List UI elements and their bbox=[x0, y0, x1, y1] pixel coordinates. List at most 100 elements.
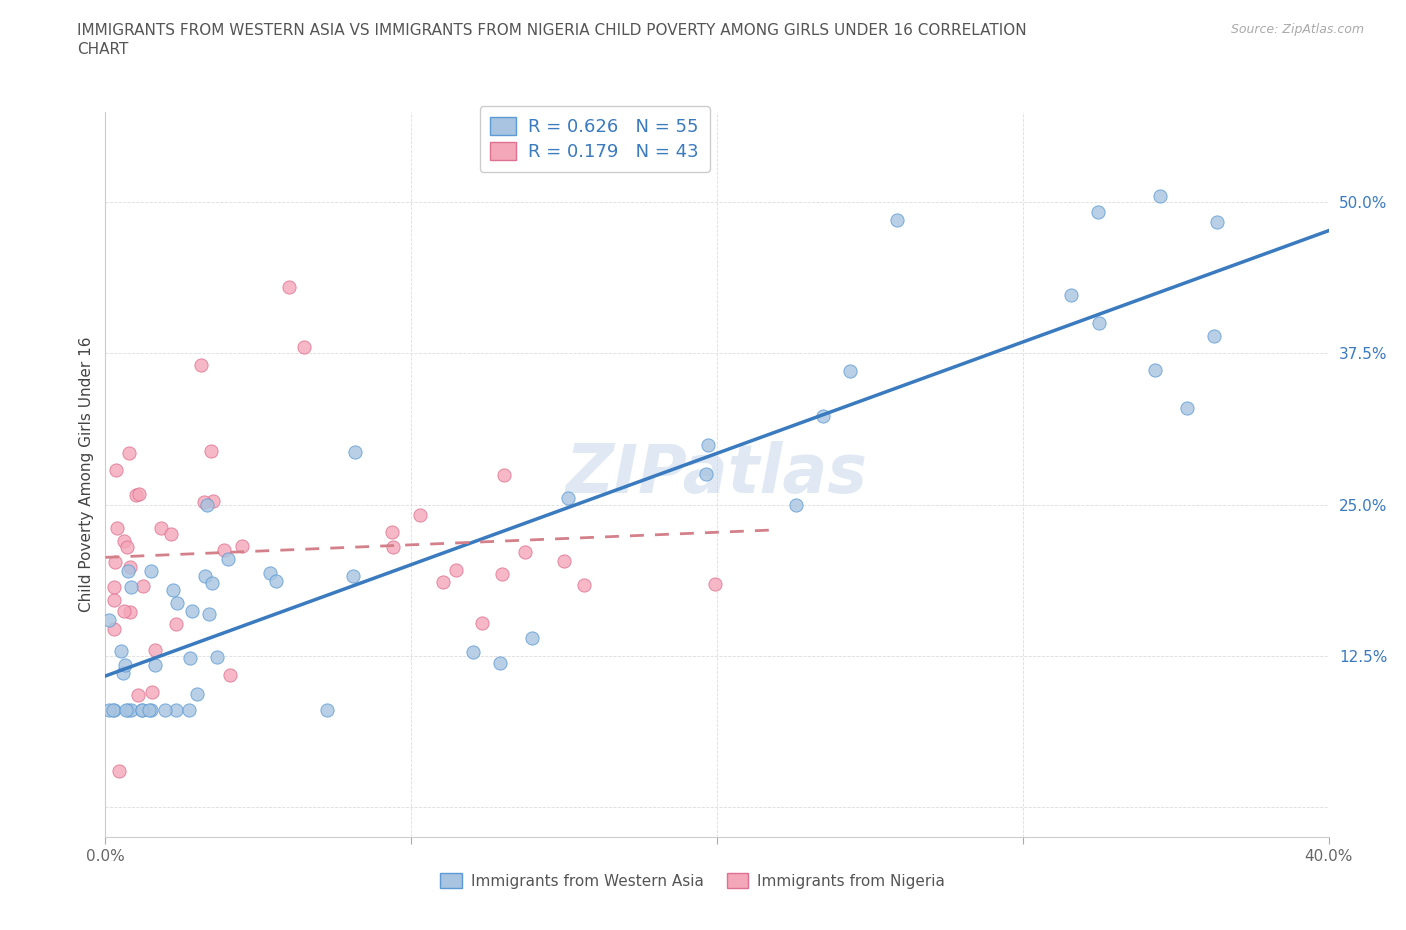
Point bbox=[108, 763, 131, 777]
Point bbox=[207, 650, 229, 665]
Point bbox=[432, 575, 454, 590]
Point bbox=[143, 642, 166, 657]
Point bbox=[200, 444, 222, 458]
Point bbox=[120, 579, 142, 594]
Point bbox=[103, 579, 125, 594]
Point bbox=[118, 604, 141, 619]
Point bbox=[382, 540, 405, 555]
Point bbox=[101, 703, 124, 718]
Point bbox=[193, 495, 215, 510]
Point bbox=[117, 564, 139, 578]
Point bbox=[120, 703, 142, 718]
Point bbox=[695, 466, 717, 481]
Point bbox=[202, 494, 225, 509]
Point bbox=[492, 468, 515, 483]
Point bbox=[181, 604, 204, 618]
Point bbox=[1202, 328, 1225, 343]
Point bbox=[553, 554, 575, 569]
Point bbox=[1088, 315, 1111, 330]
Point bbox=[118, 560, 141, 575]
Point bbox=[104, 554, 127, 569]
Point bbox=[165, 703, 187, 718]
Point bbox=[128, 486, 150, 501]
Point bbox=[160, 526, 183, 541]
Point bbox=[103, 703, 125, 718]
Text: CHART: CHART bbox=[77, 42, 129, 57]
Point bbox=[292, 340, 315, 355]
Point bbox=[114, 658, 136, 672]
Text: IMMIGRANTS FROM WESTERN ASIA VS IMMIGRANTS FROM NIGERIA CHILD POVERTY AMONG GIRL: IMMIGRANTS FROM WESTERN ASIA VS IMMIGRAN… bbox=[77, 23, 1026, 38]
Point bbox=[112, 534, 135, 549]
Point bbox=[1087, 205, 1109, 219]
Point bbox=[190, 358, 212, 373]
Point bbox=[409, 507, 432, 522]
Point bbox=[166, 595, 188, 610]
Point bbox=[277, 279, 299, 294]
Point bbox=[343, 445, 366, 459]
Point bbox=[143, 658, 166, 672]
Point bbox=[141, 684, 163, 699]
Point bbox=[165, 617, 187, 631]
Point bbox=[132, 578, 155, 593]
Point bbox=[110, 644, 132, 658]
Point bbox=[513, 545, 536, 560]
Point bbox=[704, 577, 727, 591]
Point bbox=[103, 593, 125, 608]
Legend: Immigrants from Western Asia, Immigrants from Nigeria: Immigrants from Western Asia, Immigrants… bbox=[434, 867, 950, 895]
Point bbox=[219, 668, 242, 683]
Point bbox=[115, 703, 138, 718]
Point bbox=[194, 568, 217, 583]
Point bbox=[97, 613, 120, 628]
Point bbox=[1175, 401, 1198, 416]
Point bbox=[697, 437, 720, 452]
Point bbox=[1060, 287, 1083, 302]
Point bbox=[111, 665, 134, 680]
Point bbox=[489, 655, 512, 670]
Point bbox=[264, 573, 287, 588]
Point bbox=[201, 576, 224, 591]
Point bbox=[491, 566, 513, 581]
Point bbox=[444, 562, 467, 577]
Point bbox=[107, 521, 129, 536]
Point bbox=[139, 564, 162, 578]
Point bbox=[471, 616, 494, 631]
Point bbox=[150, 521, 173, 536]
Point bbox=[1205, 215, 1227, 230]
Point bbox=[461, 644, 484, 659]
Point bbox=[179, 650, 201, 665]
Point bbox=[105, 463, 128, 478]
Point bbox=[572, 578, 595, 592]
Point bbox=[97, 703, 120, 718]
Point bbox=[177, 703, 200, 718]
Point bbox=[186, 686, 208, 701]
Point bbox=[342, 569, 364, 584]
Point bbox=[557, 490, 579, 505]
Y-axis label: Child Poverty Among Girls Under 16: Child Poverty Among Girls Under 16 bbox=[79, 337, 94, 612]
Point bbox=[138, 703, 160, 718]
Point bbox=[112, 604, 135, 618]
Point bbox=[139, 703, 162, 718]
Point bbox=[118, 445, 141, 460]
Point bbox=[522, 631, 544, 645]
Point bbox=[162, 583, 184, 598]
Point bbox=[785, 498, 807, 512]
Point bbox=[231, 538, 253, 553]
Point bbox=[195, 498, 218, 512]
Point bbox=[117, 703, 139, 718]
Point bbox=[103, 622, 125, 637]
Point bbox=[838, 364, 860, 379]
Point bbox=[117, 539, 139, 554]
Point bbox=[1143, 362, 1166, 377]
Point bbox=[813, 408, 835, 423]
Point bbox=[316, 703, 339, 718]
Point bbox=[131, 703, 153, 718]
Point bbox=[212, 542, 235, 557]
Point bbox=[131, 703, 153, 718]
Point bbox=[125, 488, 148, 503]
Point bbox=[886, 213, 908, 228]
Point bbox=[1149, 189, 1171, 204]
Point bbox=[197, 606, 219, 621]
Point bbox=[127, 687, 149, 702]
Point bbox=[381, 525, 404, 539]
Text: ZIPatlas: ZIPatlas bbox=[567, 442, 868, 507]
